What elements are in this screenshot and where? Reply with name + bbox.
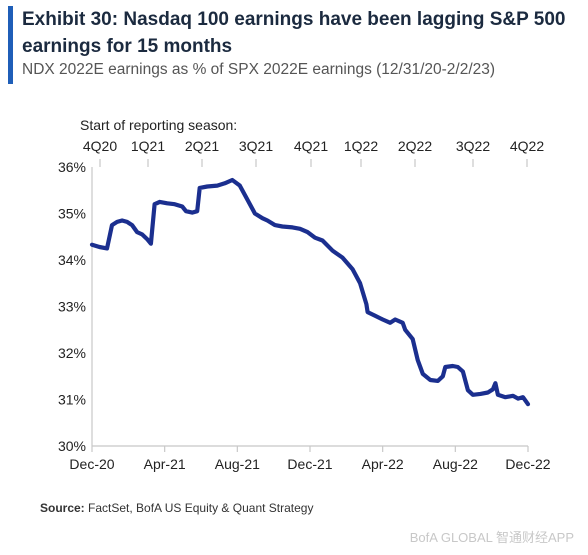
top-tick-label: 4Q22 (510, 138, 544, 154)
x-axis-ticks: Dec-20 Apr-21 Aug-21 Dec-21 Apr-22 Aug-22 Dec-… (69, 446, 551, 472)
x-tick-label: Apr-21 (144, 456, 186, 472)
title-accent-bar (8, 6, 13, 84)
y-tick-label: 31% (58, 392, 86, 408)
x-tick-label: Dec-20 (69, 456, 114, 472)
watermark: BofA GLOBAL 智通财经APP (409, 530, 574, 545)
top-tick-label: 4Q21 (294, 138, 328, 154)
top-tick-label: 2Q21 (185, 138, 219, 154)
top-tick-label: 3Q21 (239, 138, 273, 154)
top-axis-title: Start of reporting season: (80, 117, 237, 133)
x-tick-label: Aug-22 (433, 456, 478, 472)
line-chart: Start of reporting season: 4Q20 1Q21 2Q21 3… (58, 117, 551, 472)
x-tick-label: Apr-22 (362, 456, 404, 472)
chart-title: Exhibit 30: Nasdaq 100 earnings have bee… (22, 9, 566, 57)
y-tick-label: 32% (58, 345, 86, 361)
y-tick-label: 30% (58, 438, 86, 454)
y-tick-label: 33% (58, 299, 86, 315)
y-tick-label: 35% (58, 206, 86, 222)
y-axis-ticks: 30% 31% 32% 33% 34% 35% 36% (58, 159, 86, 454)
x-tick-label: Aug-21 (215, 456, 260, 472)
top-tick-label: 3Q22 (456, 138, 490, 154)
top-tick-label: 1Q21 (131, 138, 165, 154)
x-tick-label: Dec-22 (505, 456, 550, 472)
top-tick-label: 4Q20 (83, 138, 117, 154)
source-note: Source: FactSet, BofA US Equity & Quant … (40, 501, 313, 515)
x-tick-label: Dec-21 (287, 456, 332, 472)
chart-subtitle: NDX 2022E earnings as % of SPX 2022E ear… (22, 61, 496, 78)
source-text: FactSet, BofA US Equity & Quant Strategy (88, 501, 314, 515)
y-tick-label: 36% (58, 159, 86, 175)
source-label: Source: (40, 501, 85, 515)
y-tick-label: 34% (58, 252, 86, 268)
top-tick-label: 1Q22 (344, 138, 378, 154)
top-tick-label: 2Q22 (398, 138, 432, 154)
series-line (89, 177, 531, 407)
top-axis-ticks: 4Q20 1Q21 2Q21 3Q21 4Q21 1Q22 2Q22 3Q22 4Q22 (83, 138, 544, 167)
